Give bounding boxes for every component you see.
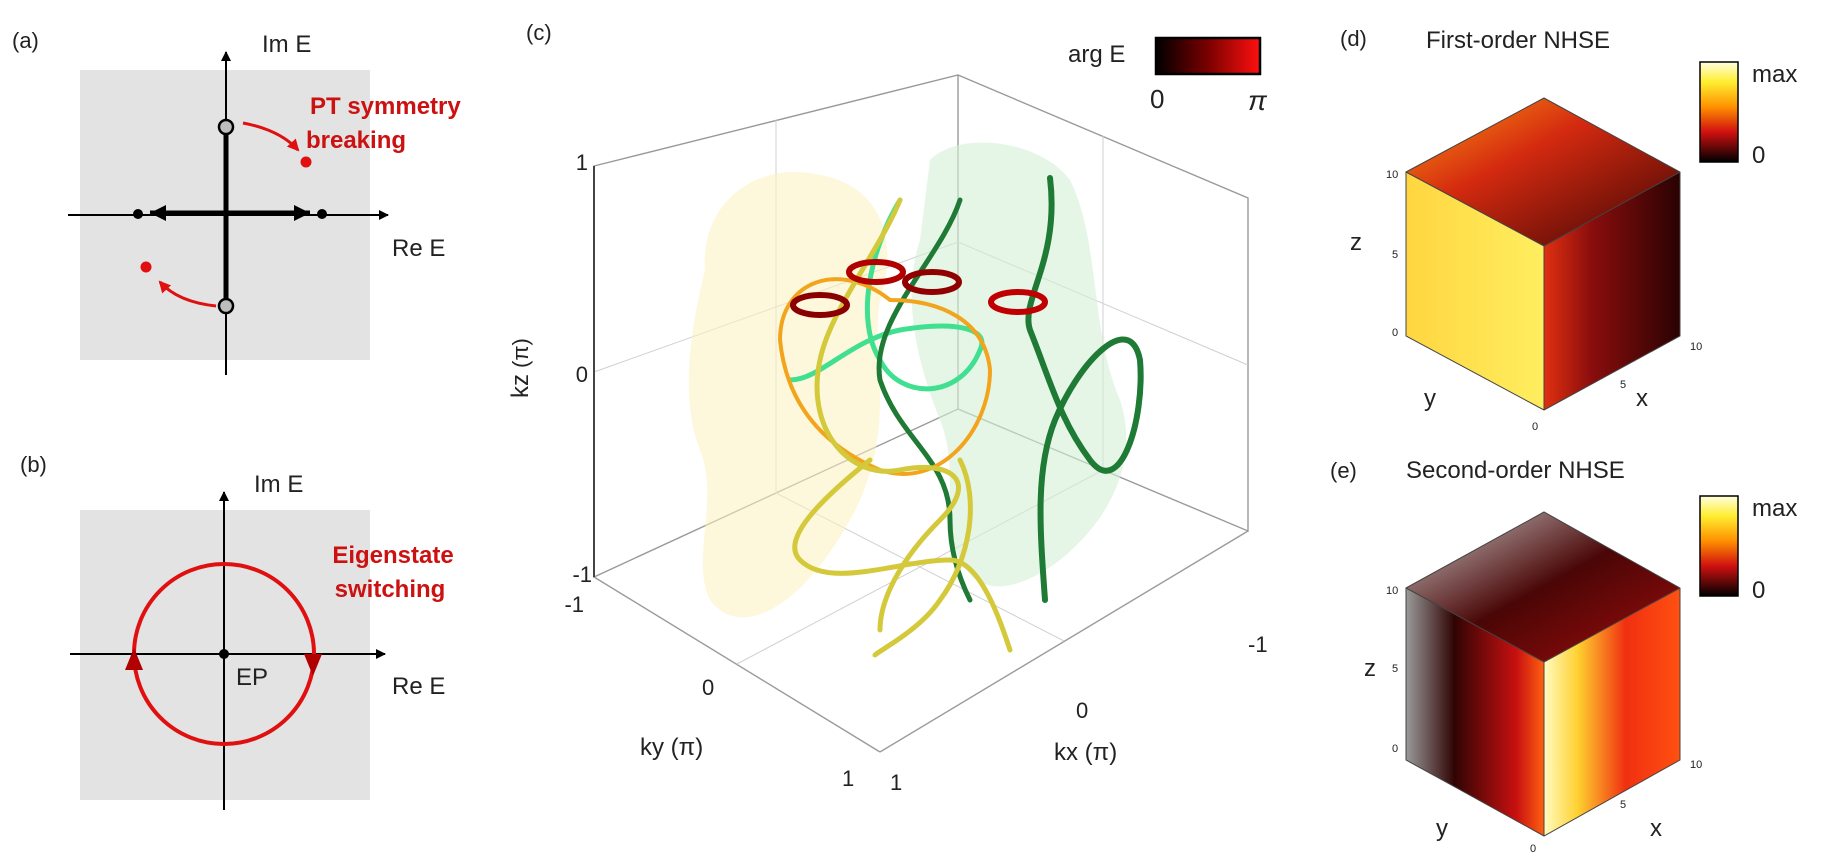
panel-d-title: First-order NHSE	[1426, 27, 1610, 54]
panel-d-tag: (d)	[1340, 26, 1367, 51]
x-tick-end: -1	[1248, 632, 1268, 657]
re-axis-label-b: Re E	[392, 673, 445, 700]
right-eigenvalue-dot	[317, 209, 327, 219]
yellow-curve-2	[792, 457, 1013, 653]
green-surface	[911, 142, 1127, 587]
cube-e-front-face	[1406, 588, 1544, 836]
yellow-curve-3	[872, 457, 973, 658]
panel-e: (e) Second-order NHSE max 0 z y x 10 5 0…	[1330, 457, 1797, 855]
pt-annotation-line1: PT symmetry	[310, 93, 461, 120]
panel-e-y-label: y	[1436, 815, 1448, 842]
loop-down-arrow-icon	[304, 654, 322, 676]
x-tick-start: 1	[890, 770, 902, 795]
panel-d-z-label: z	[1350, 229, 1362, 256]
panel-e-x-label: x	[1650, 815, 1662, 842]
re-axis-label: Re E	[392, 235, 445, 262]
cube-e-side-face	[1544, 588, 1680, 836]
cube-d-edges	[1405, 97, 1681, 411]
panel-d-tick-z10: 10	[1386, 169, 1398, 181]
upper-red-dot	[300, 156, 312, 168]
colorbar-max: π	[1248, 85, 1268, 116]
panel-e-cb-min: 0	[1752, 577, 1765, 604]
panel-d-x-label: x	[1636, 385, 1648, 412]
panel-d-tick-z0: 0	[1392, 327, 1398, 339]
ep-ring-4	[988, 289, 1048, 315]
ep-dot	[219, 649, 229, 659]
panel-d-cb-min: 0	[1752, 142, 1765, 169]
cube-e-edges	[1405, 511, 1681, 837]
panel-d-tick-x0: 0	[1532, 421, 1538, 433]
panel-a-tag: (a)	[12, 28, 39, 53]
panel-e-tick-x10: 10	[1690, 759, 1702, 771]
y-axis-title: ky (π)	[640, 734, 703, 761]
panel-d-colorbar	[1699, 61, 1739, 163]
panel-d-tick-z5: 5	[1392, 249, 1398, 261]
y-tick-start: -1	[564, 592, 584, 617]
colorbar-title: arg E	[1068, 41, 1125, 68]
left-arrowhead-icon	[150, 205, 166, 221]
ep-ring-3	[902, 269, 962, 295]
left-eigenvalue-dot	[133, 209, 143, 219]
lower-red-dot	[140, 261, 152, 273]
ep-ring-1	[790, 292, 850, 318]
panel-e-tag: (e)	[1330, 458, 1357, 483]
dark-green-curve-1	[876, 197, 973, 603]
panel-e-tick-z10: 10	[1386, 585, 1398, 597]
y-tick-end: 1	[842, 766, 854, 791]
eigenstate-annotation-line1: Eigenstate	[332, 542, 453, 569]
im-axis-label: Im E	[262, 31, 311, 58]
panel-d-cb-max: max	[1752, 61, 1797, 88]
im-axis-label-b: Im E	[254, 471, 303, 498]
panel-c-tag: (c)	[526, 20, 552, 45]
yellow-surface	[688, 171, 888, 618]
z-tick-mid: 0	[576, 362, 588, 387]
panel-e-colorbar	[1699, 495, 1739, 597]
panel-e-tick-z0: 0	[1392, 743, 1398, 755]
panel-e-title: Second-order NHSE	[1406, 457, 1625, 484]
panel-b-tag: (b)	[20, 452, 47, 477]
panel-d-tick-x5: 5	[1620, 379, 1626, 391]
pt-annotation-line2: breaking	[306, 127, 406, 154]
y-tick-mid: 0	[702, 675, 714, 700]
right-arrowhead-icon	[294, 205, 310, 221]
upper-ep-circle	[217, 118, 235, 136]
panel-a: (a) Im E Re E PT symmetry breaking	[12, 28, 461, 375]
panel-e-cb-max: max	[1752, 495, 1797, 522]
z-axis-title: kz (π)	[507, 338, 534, 398]
panel-b: (b) Im E Re E EP Eigenstate switching	[20, 452, 454, 810]
svg-text:kz: kz	[507, 374, 534, 398]
arg-colorbar	[1154, 36, 1262, 76]
panel-e-z-label: z	[1364, 655, 1376, 682]
panel-e-tick-x5: 5	[1620, 799, 1626, 811]
lower-ep-circle	[217, 297, 235, 315]
svg-text:(π): (π)	[508, 338, 533, 368]
yellow-curve-1	[814, 197, 961, 633]
exceptional-lines	[777, 175, 1144, 658]
x-tick-mid: 0	[1076, 698, 1088, 723]
ep-rings	[790, 259, 1048, 318]
cube-d-front-face	[1406, 172, 1544, 410]
panel-d: (d) First-order NHSE max 0 z y x 10 5 0 …	[1340, 26, 1797, 433]
panel-d-y-label: y	[1424, 385, 1436, 412]
z-tick-bottom: -1	[572, 562, 592, 587]
colorbar-min: 0	[1150, 84, 1164, 114]
panel-c: (c) arg E 0 π	[507, 20, 1268, 795]
panel-d-tick-x10: 10	[1690, 341, 1702, 353]
mint-curve	[787, 197, 985, 392]
lower-red-arrow	[158, 280, 217, 308]
panel-e-tick-z5: 5	[1392, 663, 1398, 675]
x-axis-title: kx (π)	[1054, 739, 1117, 766]
cube-d-side-face	[1544, 172, 1680, 410]
z-tick-top: 1	[576, 150, 588, 175]
eigenstate-annotation-line2: switching	[335, 576, 446, 603]
loop-up-arrow-icon	[125, 648, 143, 670]
dark-green-curve-2	[1025, 175, 1144, 603]
panel-e-tick-x0: 0	[1530, 843, 1536, 855]
ep-ring-2	[846, 259, 906, 285]
upper-red-arrow	[242, 121, 300, 152]
ep-label: EP	[236, 664, 268, 691]
